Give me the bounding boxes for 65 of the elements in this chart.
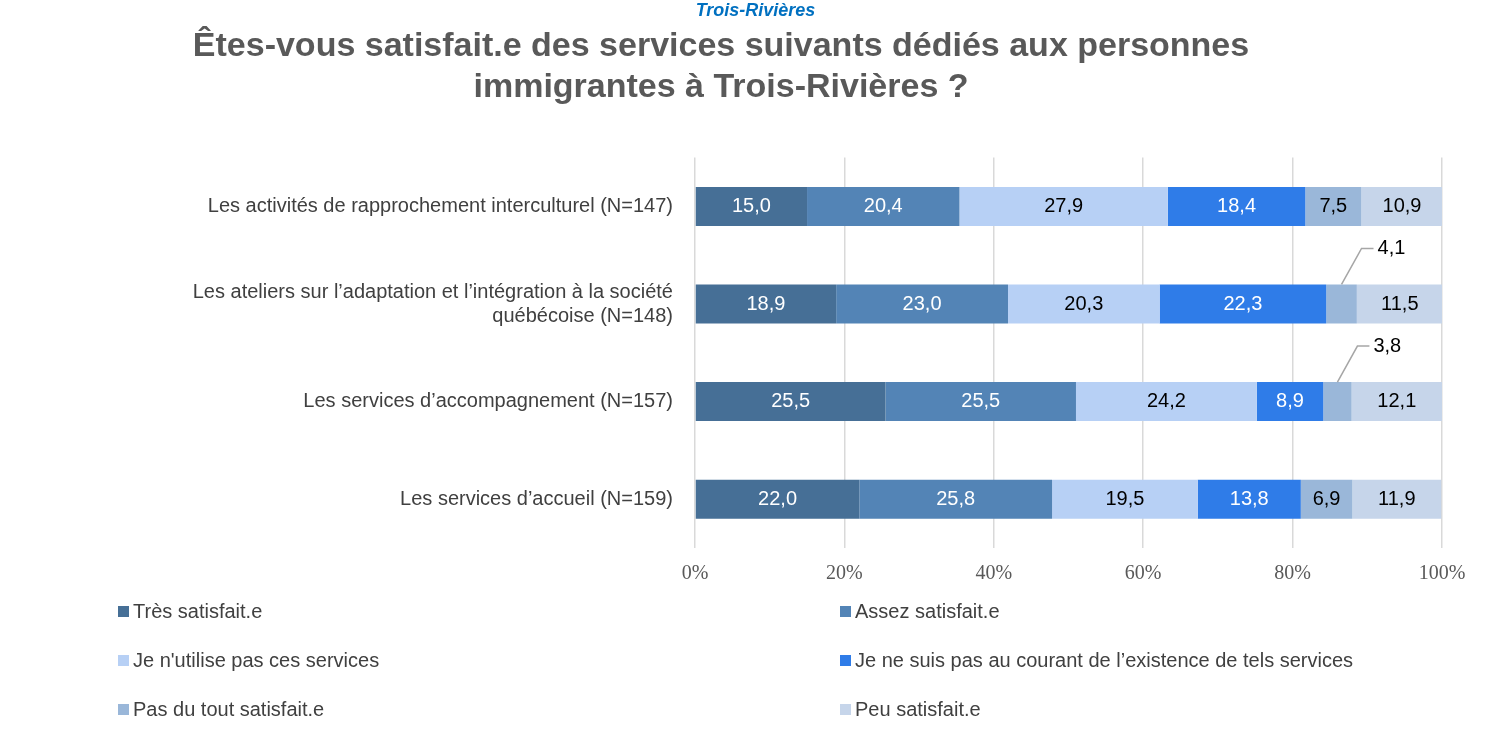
data-label: 11,9: [1378, 486, 1416, 509]
data-label: 25,5: [771, 389, 811, 412]
data-label: 6,9: [1312, 486, 1341, 509]
data-label: 20,3: [1064, 291, 1104, 314]
bar: [1075, 382, 1257, 422]
bar: [1356, 284, 1442, 324]
legend-label: Très satisfait.e: [133, 600, 263, 623]
bar: [1351, 382, 1442, 422]
data-label: 25,8: [936, 486, 976, 509]
data-label: 22,3: [1223, 291, 1263, 314]
data-label: 12,1: [1377, 389, 1417, 412]
bar: [859, 479, 1053, 519]
data-label: 8,9: [1276, 389, 1304, 412]
x-tick-label: 80%: [1274, 561, 1311, 584]
y-tick-label: Les services d’accueil (N=159): [400, 486, 673, 509]
bar: [1323, 382, 1352, 422]
data-label: 22,0: [758, 486, 798, 509]
legend-label: Peu satisfait.e: [855, 698, 981, 721]
bar: [695, 284, 837, 324]
legend-label: Assez satisfait.e: [855, 600, 1000, 623]
bar: [695, 479, 860, 519]
bar: [1167, 186, 1306, 226]
text: Trois-Rivières: [694, 0, 817, 20]
y-tick-label: Les services d’accompagnement (N=157): [303, 389, 673, 412]
data-label: 15,0: [731, 193, 771, 216]
data-label: 7,5: [1319, 193, 1348, 216]
bar: [1256, 382, 1324, 422]
bar: [836, 284, 1008, 324]
data-label: 13,8: [1229, 486, 1269, 509]
bar: [1361, 186, 1442, 226]
x-tick-label: 0%: [681, 561, 709, 584]
data-label: 18,4: [1217, 193, 1257, 216]
bar: [695, 382, 886, 422]
chart-title: Êtes-vous satisfait.e des services suivants dédiés aux personnes immigrantes à Trois-Rivières ?: [192, 24, 1250, 104]
bar: [1007, 284, 1160, 324]
legend-label: Je n'utilise pas ces services: [133, 649, 380, 672]
data-label: 10,9: [1382, 193, 1422, 216]
data-label: 25,5: [961, 389, 1001, 412]
data-label: 24,2: [1146, 389, 1186, 412]
bar: [1326, 284, 1357, 324]
y-tick-label: Les ateliers sur l’adaptation et l’intégration à la société québécoise (N=148): [192, 279, 673, 326]
bar: [885, 382, 1076, 422]
bar: [1197, 479, 1301, 519]
data-label: 11,5: [1381, 291, 1419, 314]
x-tick-label: 100%: [1418, 561, 1466, 584]
x-tick-label: 20%: [826, 561, 863, 584]
data-label: 4,1: [1377, 236, 1406, 258]
data-label: 20,4: [863, 193, 903, 216]
data-label: 27,9: [1044, 193, 1084, 216]
legend-label: Pas du tout satisfait.e: [133, 698, 325, 721]
bar: [1352, 479, 1442, 519]
y-tick-label: Les activités de rapprochement interculturel (N=147): [207, 193, 673, 216]
legend-label: Je ne suis pas au courant de l’existence de tels services: [855, 649, 1354, 672]
bar: [959, 186, 1168, 226]
bar: [1159, 284, 1327, 324]
x-tick-label: 40%: [975, 561, 1013, 584]
data-label: 18,9: [746, 291, 786, 314]
bar: [807, 186, 960, 226]
data-label: 19,5: [1105, 486, 1145, 509]
bar: [695, 186, 808, 226]
bar: [1052, 479, 1198, 519]
x-tick-label: 60%: [1124, 561, 1162, 584]
data-label: 23,0: [902, 291, 942, 314]
data-label: 3,8: [1373, 333, 1402, 356]
bar: [1305, 186, 1362, 226]
